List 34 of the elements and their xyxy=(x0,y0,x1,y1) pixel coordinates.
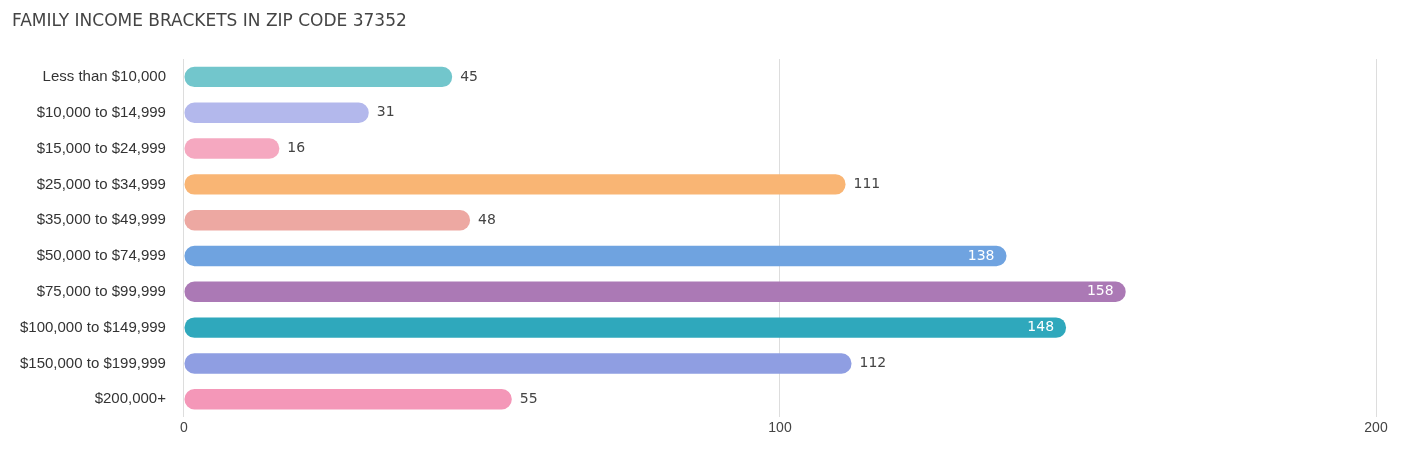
data-label: 158 xyxy=(1086,282,1114,299)
bar xyxy=(184,317,1067,338)
data-label: 138 xyxy=(967,246,995,263)
data-label: 48 xyxy=(478,210,496,227)
data-label: 31 xyxy=(376,103,395,120)
x-tick-label: 200 xyxy=(1364,419,1388,436)
bar xyxy=(184,209,471,231)
bar xyxy=(184,281,1126,303)
y-tick-label: $15,000 to $24,999 xyxy=(36,138,166,156)
bar xyxy=(184,102,369,123)
bar xyxy=(184,138,280,159)
y-tick-label: $50,000 to $74,999 xyxy=(36,246,166,264)
data-label: 55 xyxy=(519,389,538,406)
y-tick-label: $25,000 to $34,999 xyxy=(36,174,166,192)
y-tick-label: $150,000 to $199,999 xyxy=(19,353,166,371)
y-tick-label: Less than $10,000 xyxy=(42,67,166,85)
bar xyxy=(184,66,453,88)
y-tick-label: $10,000 to $14,999 xyxy=(36,102,166,120)
y-tick-label: $35,000 to $49,999 xyxy=(36,210,166,228)
data-label: 148 xyxy=(1027,318,1055,335)
x-tick-label: 100 xyxy=(768,419,792,436)
bar xyxy=(184,353,852,374)
data-label: 111 xyxy=(853,175,881,192)
data-label: 45 xyxy=(460,67,479,84)
bar xyxy=(184,174,846,195)
y-tick-label: $75,000 to $99,999 xyxy=(36,281,166,299)
y-tick-label: $100,000 to $149,999 xyxy=(19,317,166,335)
data-label: 16 xyxy=(287,139,306,156)
data-label: 112 xyxy=(859,354,887,371)
x-tick-label: 0 xyxy=(180,419,189,436)
chart-title: FAMILY INCOME BRACKETS IN ZIP CODE 37352 xyxy=(12,10,407,30)
bar xyxy=(184,245,1007,267)
bar xyxy=(184,389,512,410)
y-tick-label: $200,000+ xyxy=(94,389,167,407)
